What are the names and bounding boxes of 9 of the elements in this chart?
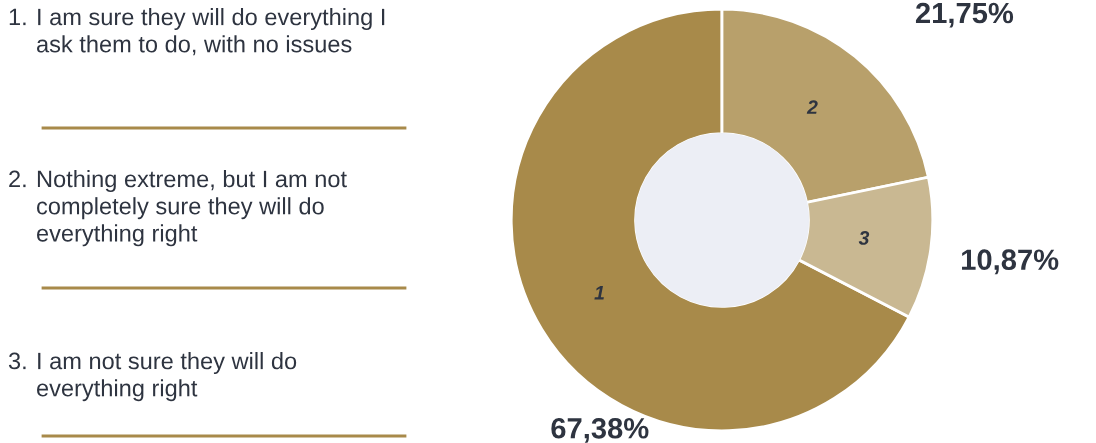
data-label: 67,38% <box>551 417 649 443</box>
text: 3. I am not sure they will do everything right <box>8 352 297 402</box>
slice-label: 2 <box>806 100 818 114</box>
text: 2. Nothing extreme, but I am not completely sure they will do everything right <box>9 170 347 247</box>
data-label: 10,87% <box>962 249 1059 275</box>
data-label: 21,75% <box>915 2 1014 28</box>
slice-label: 1 <box>594 286 604 300</box>
slice-label: 3 <box>858 231 870 245</box>
text: 1. I am sure they will do everything I ask them to do, with no issues <box>9 8 385 56</box>
